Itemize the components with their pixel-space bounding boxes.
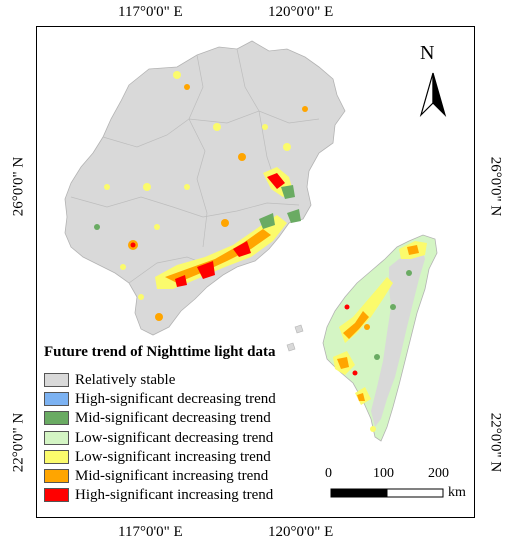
legend-item: Mid-significant decreasing trend [44,409,271,427]
legend-item: High-significant increasing trend [44,486,273,504]
scale-unit: km [448,485,466,500]
north-label: N [420,42,435,64]
legend-item: Mid-significant increasing trend [44,467,268,485]
legend-label: Low-significant decreasing trend [75,429,274,446]
north-arrow-icon [419,72,447,118]
scale-bar [330,488,444,498]
legend-item: High-significant decreasing trend [44,390,276,408]
coord-left-upper: 26°0'0" N [10,156,27,217]
coord-bottom-right: 120°0'0" E [268,524,334,540]
map-canvas [64,40,447,498]
taiwan-trend-clusters [333,241,427,432]
coord-bottom-left: 117°0'0" E [118,524,183,540]
legend-label: High-significant decreasing trend [75,391,276,408]
legend-item: Low-significant decreasing trend [44,429,273,447]
legend-item: Relatively stable [44,371,175,389]
coord-right-lower: 22°0'0" N [487,412,504,473]
coord-right-upper: 26°0'0" N [487,156,504,217]
legend-label: High-significant increasing trend [75,487,274,504]
legend-swatch [44,449,69,464]
fujian-trend-clusters [94,71,308,321]
legend-title: Future trend of Nighttime light data [44,344,276,360]
legend-label: Low-significant increasing trend [75,448,271,465]
legend-swatch [44,430,69,445]
scale-label-0: 0 [325,466,332,481]
legend-swatch [44,411,69,426]
legend-swatch [44,392,69,407]
coord-top-right: 120°0'0" E [268,4,334,20]
coord-left-lower: 22°0'0" N [10,412,27,473]
legend-label: Mid-significant increasing trend [75,468,269,484]
legend-swatch [44,469,69,483]
fujian-region [64,40,346,336]
legend-label: Relatively stable [75,372,176,388]
coord-top-left: 117°0'0" E [118,4,183,20]
legend-swatch [44,373,69,387]
map-frame [36,26,475,518]
scale-label-200: 200 [428,466,449,481]
legend-swatch [44,488,69,503]
legend-label: Mid-significant decreasing trend [75,410,271,427]
scale-label-100: 100 [373,466,394,481]
legend-item: Low-significant increasing trend [44,448,271,466]
